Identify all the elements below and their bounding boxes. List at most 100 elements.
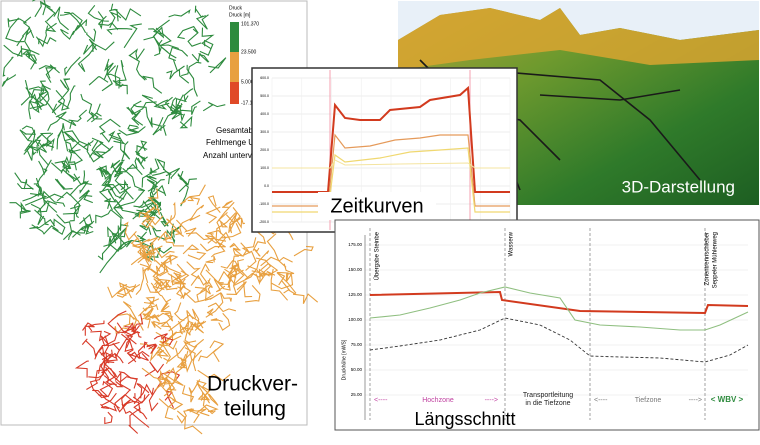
pipe [147,192,162,221]
pipe [73,194,93,218]
timecurve-label: Zeitkurven [330,195,423,217]
y-tick-label: 600.0 [260,76,269,80]
marker-label: Zonentrennschieber [705,232,711,285]
pipe [125,338,137,363]
pipe [71,223,93,234]
pipe [143,296,156,305]
pipe [29,219,56,230]
pipe [206,391,219,406]
pipe [154,254,172,267]
pipe [78,139,94,148]
pipe [56,123,65,150]
pipe [292,293,319,304]
pipe [45,64,60,83]
pipe [124,334,134,352]
pipe [161,279,178,291]
pipe [143,36,161,57]
pipe [97,382,115,398]
pipe [128,407,141,434]
pipe [113,190,145,220]
pipe [19,201,28,219]
pipe [207,195,221,213]
pipe [131,110,144,126]
pipe [90,111,103,123]
pipe [104,190,117,209]
pipe [72,18,88,36]
pipe [103,354,118,369]
pipe [154,369,166,391]
pipe [145,282,171,294]
pipe [34,139,42,154]
pipe [36,200,57,213]
pipe [146,178,159,194]
pipe [108,230,125,247]
pipe [168,9,191,18]
pipe [82,322,95,336]
pipe [215,212,237,242]
terrain-line [369,286,749,331]
y-tick-label: 500.0 [260,94,269,98]
pipe [28,93,39,120]
pipe [92,389,121,409]
time-curve [272,159,510,169]
pipe [176,410,203,435]
pipe [111,161,124,174]
pipe [196,404,219,414]
summary: Gesamtabn [216,126,257,135]
pipe [176,219,197,237]
pipe [114,371,132,391]
pipe [20,79,31,106]
pipe [97,167,109,178]
pipe [157,321,182,342]
pipe [47,111,67,132]
zone-label: <---- [594,397,608,404]
pipe [111,349,124,364]
pipe [57,128,76,142]
pipe [143,206,160,216]
pipe [179,115,193,129]
map-label: teilung [224,398,286,421]
pipe [167,167,181,185]
pipe [191,100,201,115]
pipe [57,79,70,103]
pipe [45,6,56,22]
legend-swatch [230,52,239,82]
pipe [97,238,112,261]
pipe [216,201,235,235]
pipe [101,64,113,92]
pipe [87,4,109,22]
pipe [21,49,37,70]
pipe [104,183,125,200]
pipe [210,318,223,323]
pipe [123,221,137,241]
pipe [182,244,200,255]
pipe [123,313,135,327]
pipe [150,278,165,291]
pipe [141,367,169,381]
pipe [168,46,189,62]
pipe [133,201,157,212]
pipe [187,408,210,417]
legend-title: Druck [229,5,243,11]
pipe [190,274,207,290]
summary: Fehlmenge Unversorg [206,138,285,147]
time-curve [272,147,510,213]
pipe [199,241,226,252]
pipe [106,28,133,35]
pipe [24,193,48,206]
y-tick-label: -200.0 [259,220,269,224]
pipe [121,403,150,428]
y-tick-label: 100.00 [348,317,362,322]
pipe [90,330,112,342]
pipe [253,247,261,257]
pipe [228,258,244,271]
pipe [31,224,59,235]
pipe [110,224,129,243]
pipe [166,215,183,236]
y-tick-label: 50.00 [351,367,363,372]
pipe [62,194,81,215]
pipe [164,96,192,114]
pipe [81,338,97,358]
pipe [152,116,166,136]
pipe [161,310,174,322]
